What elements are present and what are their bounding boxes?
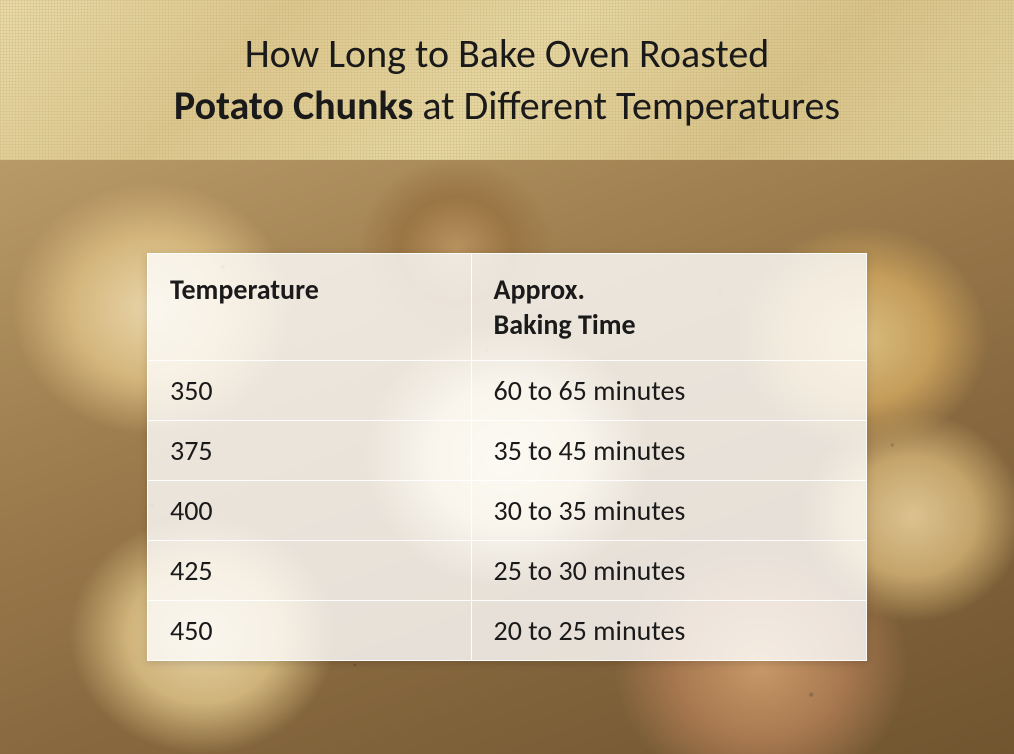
- table-body: 350 60 to 65 minutes 375 35 to 45 minute…: [148, 361, 867, 661]
- table-row: 350 60 to 65 minutes: [148, 361, 867, 421]
- col-header-time: Approx. Baking Time: [471, 254, 866, 361]
- cell-temperature: 375: [148, 421, 472, 481]
- col-header-time-l1: Approx.: [494, 272, 585, 307]
- table-header-row: Temperature Approx. Baking Time: [148, 254, 867, 361]
- cell-temperature: 350: [148, 361, 472, 421]
- infographic-container: How Long to Bake Oven Roasted Potato Chu…: [0, 0, 1014, 754]
- cell-time: 20 to 25 minutes: [471, 601, 866, 661]
- table-row: 450 20 to 25 minutes: [148, 601, 867, 661]
- table-row: 400 30 to 35 minutes: [148, 481, 867, 541]
- cell-temperature: 450: [148, 601, 472, 661]
- cell-time: 35 to 45 minutes: [471, 421, 866, 481]
- cell-time: 30 to 35 minutes: [471, 481, 866, 541]
- title-line-2: Potato Chunks at Different Temperatures: [174, 80, 840, 132]
- cell-temperature: 400: [148, 481, 472, 541]
- title-line-1: How Long to Bake Oven Roasted: [245, 28, 770, 80]
- cell-temperature: 425: [148, 541, 472, 601]
- col-header-time-l2: Baking Time: [494, 307, 636, 342]
- cell-time: 25 to 30 minutes: [471, 541, 866, 601]
- baking-time-table: Temperature Approx. Baking Time 350 60 t…: [147, 253, 867, 661]
- cell-time: 60 to 65 minutes: [471, 361, 866, 421]
- title-suffix: at Different Temperatures: [413, 81, 840, 130]
- col-header-temperature: Temperature: [148, 254, 472, 361]
- table-row: 425 25 to 30 minutes: [148, 541, 867, 601]
- photo-background: Temperature Approx. Baking Time 350 60 t…: [0, 160, 1014, 754]
- title-banner: How Long to Bake Oven Roasted Potato Chu…: [0, 0, 1014, 160]
- title-bold-phrase: Potato Chunks: [174, 81, 413, 130]
- table-row: 375 35 to 45 minutes: [148, 421, 867, 481]
